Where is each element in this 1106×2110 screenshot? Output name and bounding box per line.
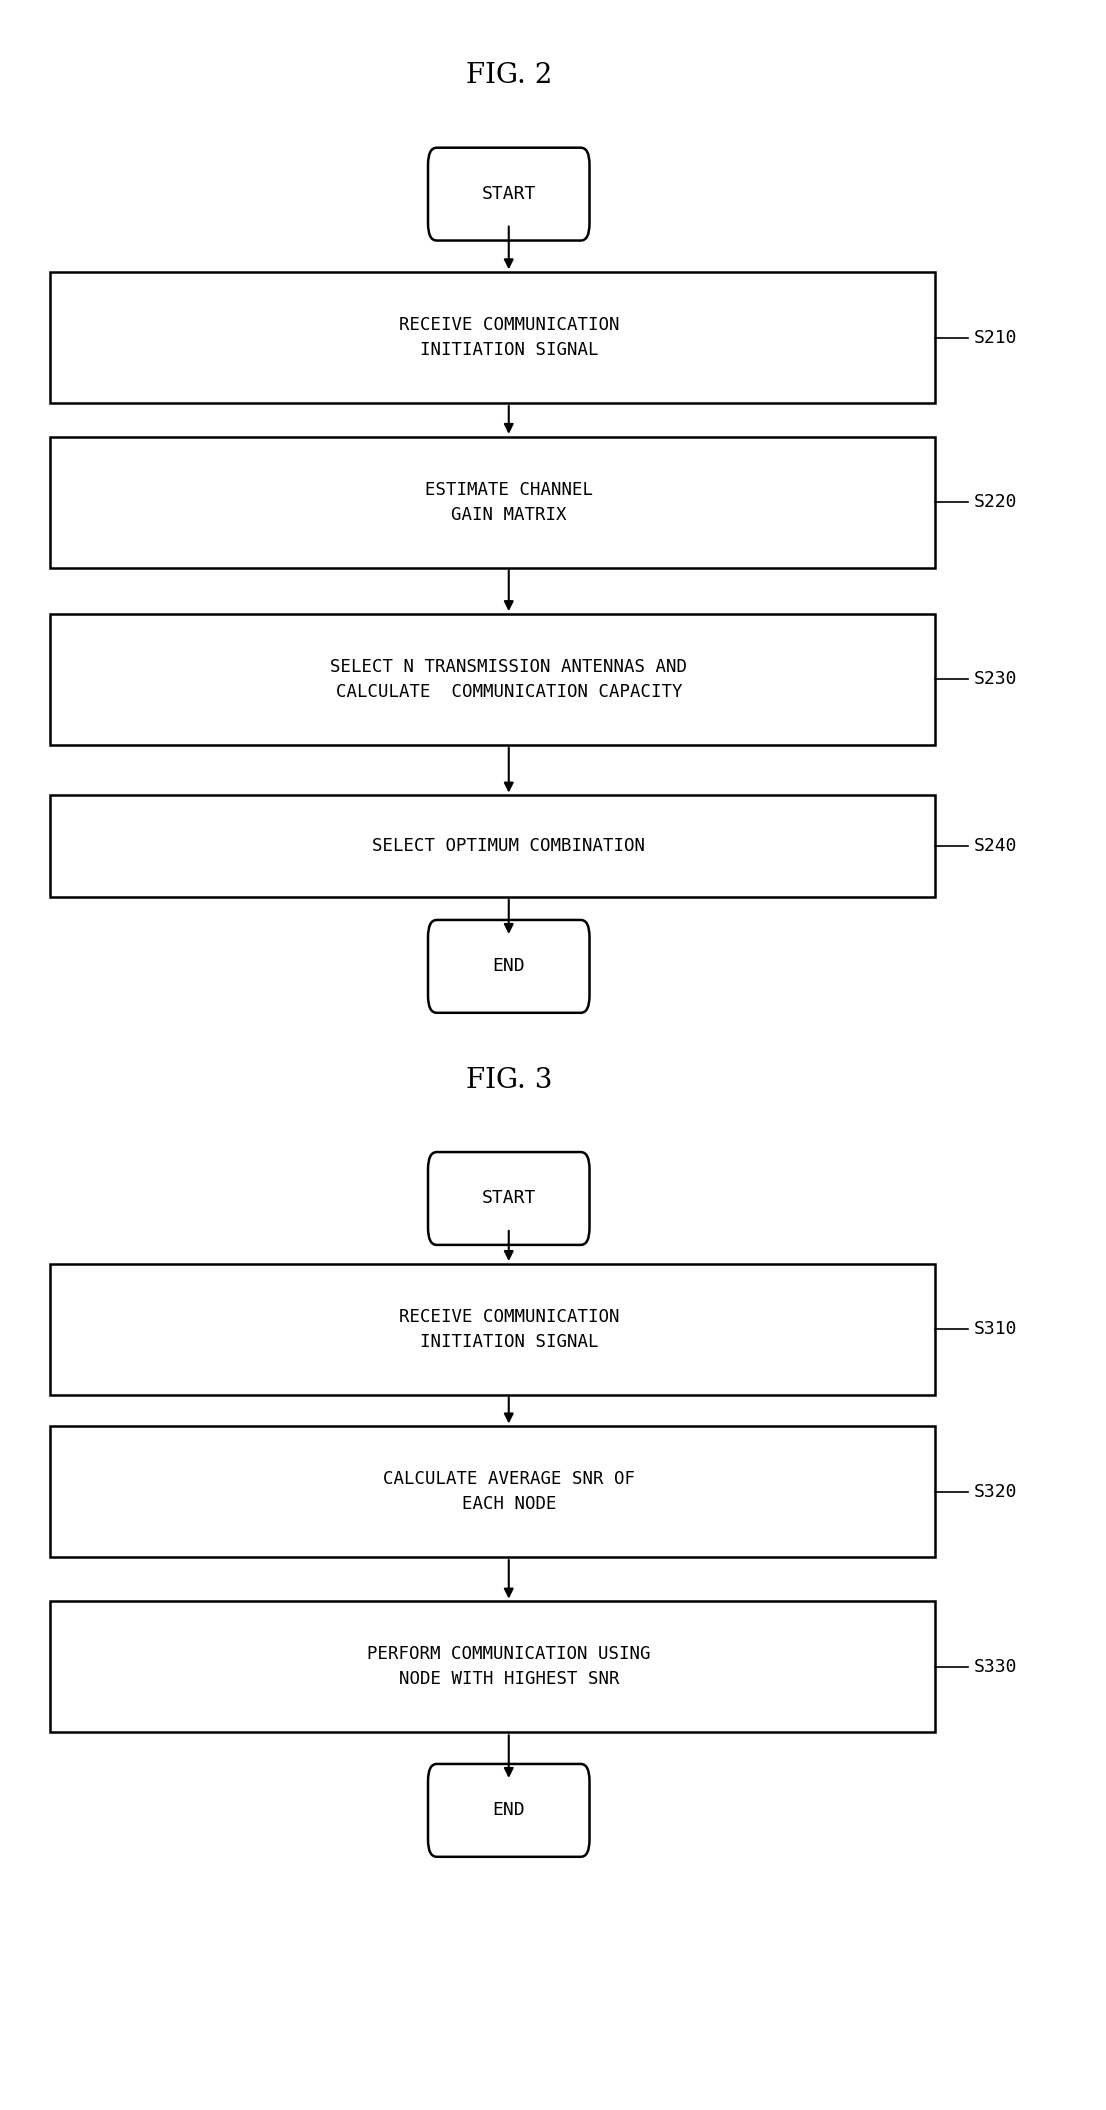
Text: END: END — [492, 1802, 525, 1819]
Bar — [50, 614, 935, 745]
Bar — [50, 1264, 935, 1395]
Bar — [50, 795, 935, 897]
Text: FIG. 3: FIG. 3 — [466, 1068, 552, 1093]
Text: PERFORM COMMUNICATION USING
NODE WITH HIGHEST SNR: PERFORM COMMUNICATION USING NODE WITH HI… — [367, 1646, 650, 1688]
Bar — [50, 1426, 935, 1557]
Text: S330: S330 — [973, 1658, 1016, 1675]
Text: CALCULATE AVERAGE SNR OF
EACH NODE: CALCULATE AVERAGE SNR OF EACH NODE — [383, 1471, 635, 1513]
Bar — [50, 437, 935, 568]
Bar — [50, 1601, 935, 1732]
FancyBboxPatch shape — [428, 1152, 589, 1245]
Text: FIG. 2: FIG. 2 — [466, 63, 552, 89]
Text: S240: S240 — [973, 838, 1016, 855]
Text: S230: S230 — [973, 671, 1016, 688]
FancyBboxPatch shape — [428, 148, 589, 241]
Text: S220: S220 — [973, 494, 1016, 511]
FancyBboxPatch shape — [428, 1764, 589, 1857]
Text: S210: S210 — [973, 329, 1016, 346]
Text: START: START — [481, 1190, 536, 1207]
FancyBboxPatch shape — [428, 920, 589, 1013]
Text: END: END — [492, 958, 525, 975]
Text: SELECT OPTIMUM COMBINATION: SELECT OPTIMUM COMBINATION — [373, 838, 645, 855]
Text: START: START — [481, 186, 536, 203]
Text: RECEIVE COMMUNICATION
INITIATION SIGNAL: RECEIVE COMMUNICATION INITIATION SIGNAL — [398, 1308, 619, 1350]
Text: RECEIVE COMMUNICATION
INITIATION SIGNAL: RECEIVE COMMUNICATION INITIATION SIGNAL — [398, 316, 619, 359]
Text: S310: S310 — [973, 1321, 1016, 1338]
Text: SELECT N TRANSMISSION ANTENNAS AND
CALCULATE  COMMUNICATION CAPACITY: SELECT N TRANSMISSION ANTENNAS AND CALCU… — [331, 658, 687, 701]
Text: ESTIMATE CHANNEL
GAIN MATRIX: ESTIMATE CHANNEL GAIN MATRIX — [425, 481, 593, 523]
Bar — [50, 272, 935, 403]
Text: S320: S320 — [973, 1483, 1016, 1500]
